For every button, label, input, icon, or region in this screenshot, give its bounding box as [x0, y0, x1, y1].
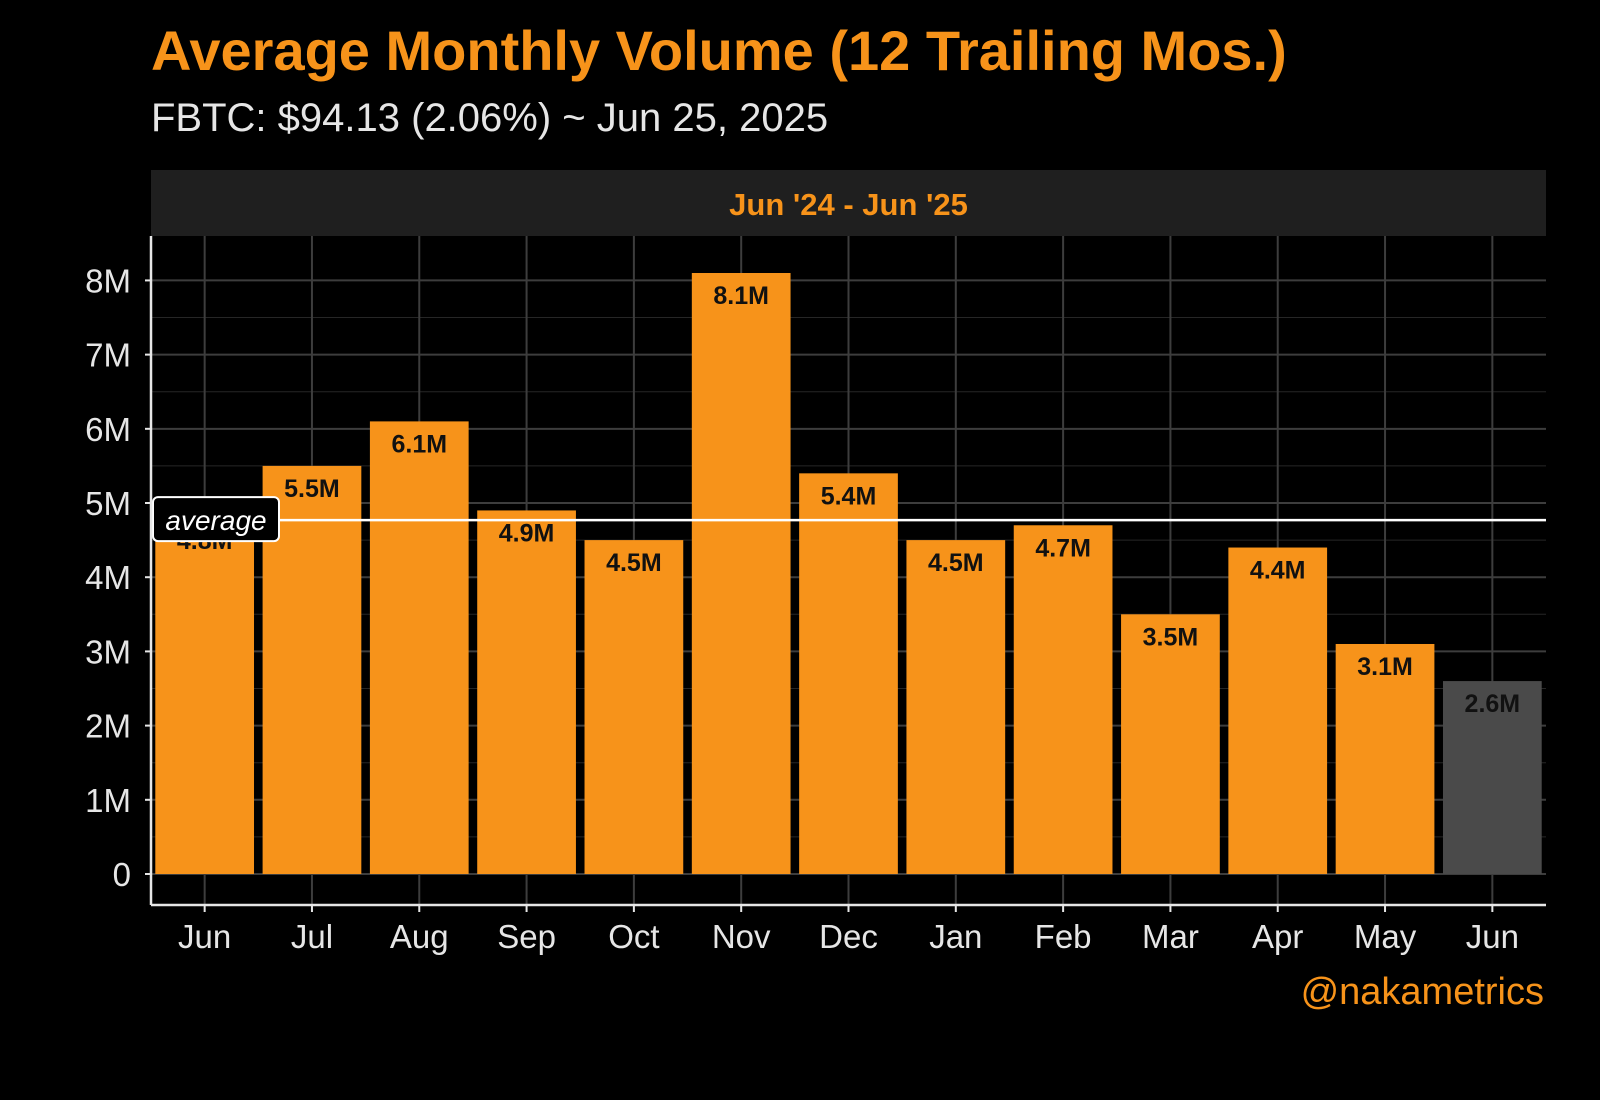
x-tick-label: Jul — [291, 918, 333, 955]
y-tick-label: 8M — [85, 262, 131, 299]
y-tick-label: 1M — [85, 782, 131, 819]
bar-value-label: 6.1M — [391, 430, 447, 458]
bar-jun-12 — [1442, 681, 1542, 874]
x-tick-label: May — [1354, 918, 1417, 955]
x-tick-label: Oct — [608, 918, 659, 955]
bar-dec-6 — [799, 473, 898, 874]
chart-subtitle: FBTC: $94.13 (2.06%) ~ Jun 25, 2025 — [151, 96, 829, 140]
strip-label: Jun '24 - Jun '25 — [729, 187, 968, 222]
y-tick-label: 7M — [85, 337, 131, 374]
y-tick-label: 6M — [85, 411, 131, 448]
average-label: average — [165, 505, 266, 536]
bar-value-label: 4.5M — [606, 549, 662, 577]
average-line-group: average — [151, 496, 1546, 543]
bar-value-label: 3.5M — [1143, 623, 1199, 651]
bar-value-label: 4.4M — [1250, 557, 1306, 585]
bar-jun-0 — [155, 517, 255, 874]
y-tick-label: 3M — [85, 633, 131, 670]
bar-mar-9 — [1121, 614, 1220, 874]
y-tick-label: 2M — [85, 708, 131, 745]
bar-value-label: 8.1M — [713, 282, 769, 310]
y-tick-label: 0 — [113, 856, 131, 893]
bar-value-label: 5.5M — [284, 475, 340, 503]
bar-value-label: 4.9M — [499, 519, 555, 547]
x-tick-label: Nov — [712, 918, 771, 955]
x-tick-label: Mar — [1142, 918, 1199, 955]
y-tick-label: 5M — [85, 485, 131, 522]
average-label-box — [152, 496, 280, 543]
bars-group — [155, 273, 1542, 874]
bar-feb-8 — [1013, 525, 1113, 874]
bar-oct-4 — [584, 540, 684, 874]
bar-value-label: 5.4M — [821, 482, 877, 510]
bar-nov-5 — [691, 273, 791, 874]
bar-sep-3 — [477, 510, 576, 874]
watermark: @nakametrics — [1300, 971, 1544, 1013]
axes-group: 0 1M 2M 3M 4M 5M 6M 7M 8M Jun Jul Aug Sep Oct Nov Dec Ja… — [85, 236, 1546, 955]
chart-title: Average Monthly Volume (12 Trailing Mos.… — [151, 19, 1287, 82]
bar-apr-10 — [1228, 547, 1328, 874]
bar-labels-group: 4.8M5.5M6.1M4.9M4.5M8.1M5.4M4.5M4.7M3.5M… — [177, 282, 1520, 718]
bar-aug-2 — [369, 421, 469, 874]
bar-value-label: 2.6M — [1465, 690, 1521, 718]
x-tick-label: Sep — [497, 918, 556, 955]
y-tick-label: 4M — [85, 559, 131, 596]
x-tick-label: Jan — [929, 918, 982, 955]
x-tick-label: Dec — [819, 918, 878, 955]
bar-may-11 — [1335, 643, 1435, 874]
bar-jan-7 — [906, 540, 1006, 874]
x-tick-label: Feb — [1035, 918, 1092, 955]
bar-value-label: 3.1M — [1357, 653, 1413, 681]
bar-value-label: 4.5M — [928, 549, 984, 577]
x-tick-label: Apr — [1252, 918, 1303, 955]
x-tick-label: Jun — [1466, 918, 1519, 955]
bar-value-label: 4.7M — [1035, 534, 1091, 562]
x-tick-label: Aug — [390, 918, 449, 955]
x-tick-label: Jun — [178, 918, 231, 955]
strip-background — [151, 170, 1546, 236]
